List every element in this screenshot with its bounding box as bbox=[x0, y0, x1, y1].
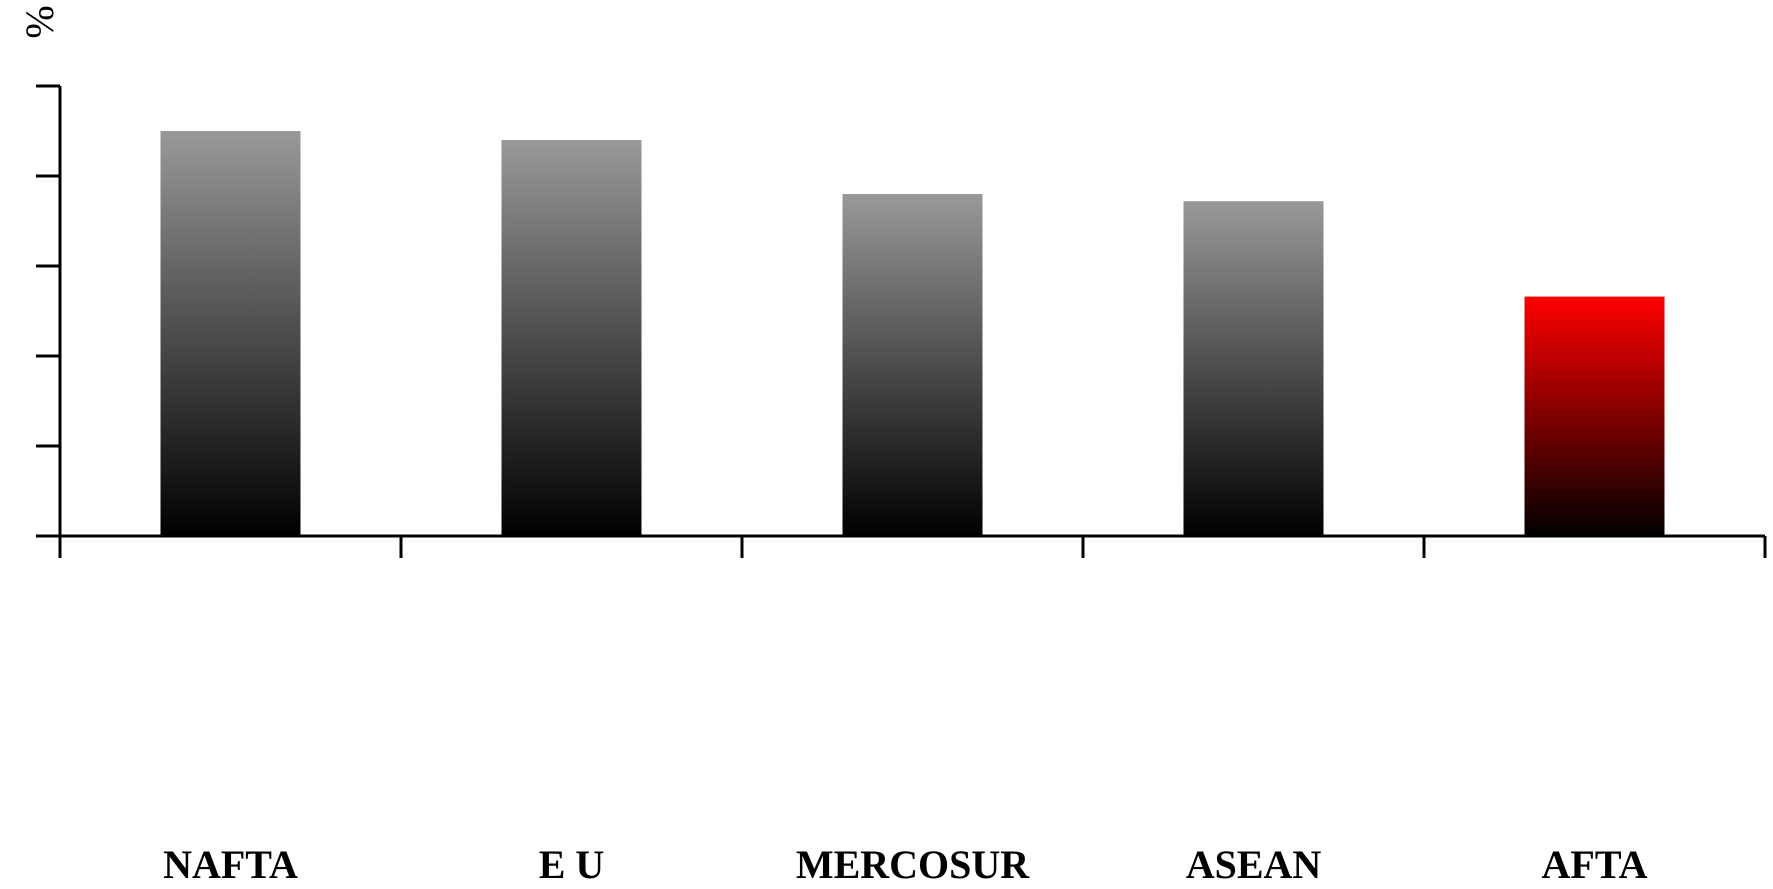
x-ticks-group bbox=[58, 536, 1767, 558]
bar-mercosur bbox=[842, 194, 983, 536]
category-labels-group: NAFTA E U MERCOSUR ASEAN AFTA bbox=[163, 842, 1647, 887]
bar-nafta bbox=[160, 131, 301, 536]
category-label-e-u: E U bbox=[539, 842, 605, 887]
category-label-afta: AFTA bbox=[1542, 842, 1648, 887]
y-axis-label: % bbox=[17, 5, 62, 38]
bar-afta bbox=[1524, 296, 1665, 536]
category-label-asean: ASEAN bbox=[1186, 842, 1322, 887]
category-label-nafta: NAFTA bbox=[163, 842, 298, 887]
bar-e-u bbox=[501, 140, 642, 536]
bar-asean bbox=[1183, 201, 1324, 536]
y-ticks-group bbox=[36, 84, 60, 538]
bars-group bbox=[160, 131, 1665, 536]
category-label-mercosur: MERCOSUR bbox=[796, 842, 1030, 887]
